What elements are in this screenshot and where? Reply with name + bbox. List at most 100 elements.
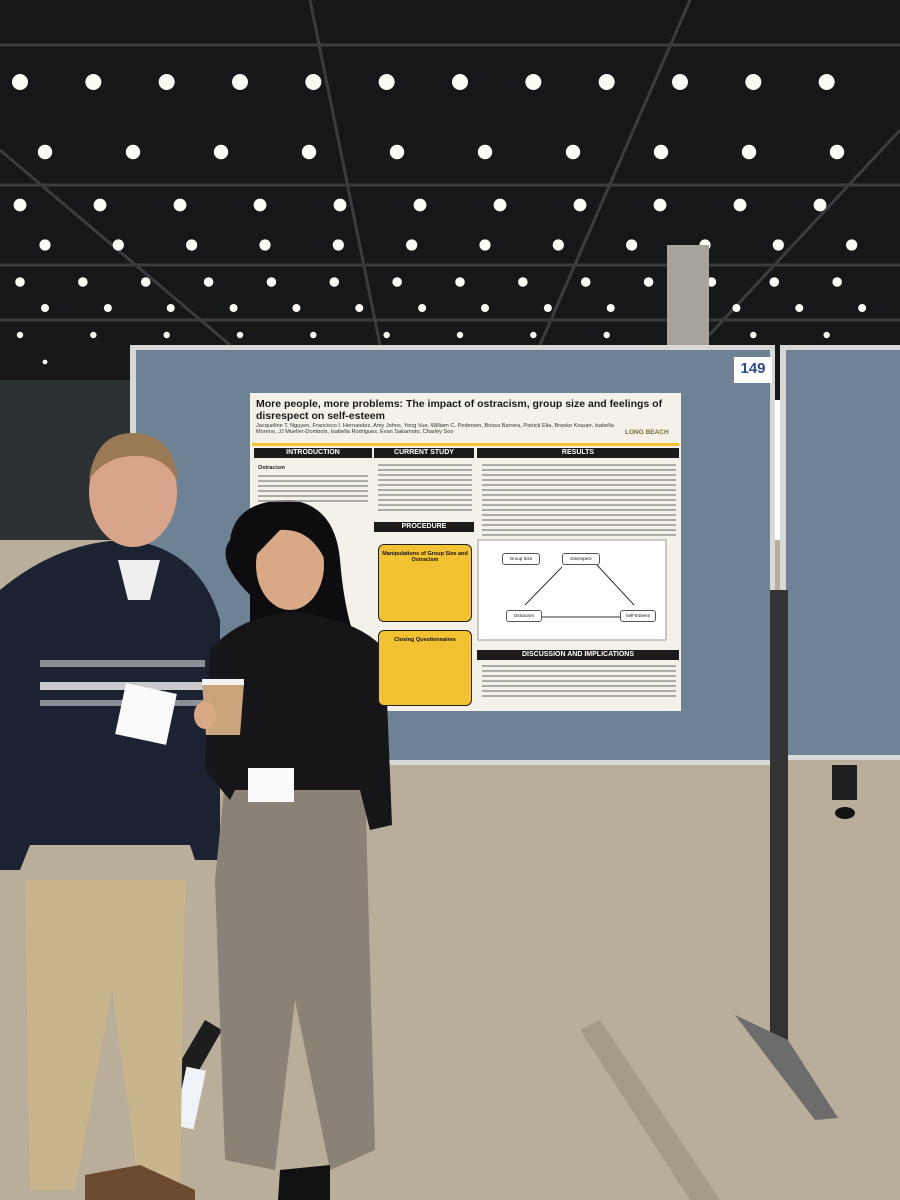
- text-line: [482, 690, 676, 692]
- ceiling-light: [173, 198, 187, 212]
- paper: [173, 1066, 207, 1130]
- text-line: [482, 499, 676, 501]
- ceiling-light: [565, 144, 581, 160]
- text-line: [482, 469, 676, 471]
- ceiling-light: [103, 304, 112, 312]
- poster-authors: Jacqueline T. Nguyen, Francisco I. Herna…: [256, 423, 614, 436]
- ceiling-light: [418, 304, 427, 312]
- intro-text: [258, 475, 368, 505]
- text-line: [482, 534, 676, 536]
- ceiling-light: [389, 144, 405, 160]
- name-badge: [248, 768, 294, 802]
- section-header: PROCEDURE: [374, 522, 474, 532]
- ceiling-light: [329, 277, 340, 287]
- text-line: [482, 519, 676, 521]
- text-line: [378, 479, 472, 481]
- ceiling-light: [733, 198, 747, 212]
- ceiling-light: [12, 74, 28, 90]
- booth-number: 149: [740, 360, 766, 377]
- ceiling-light: [166, 304, 175, 312]
- ceiling-light: [818, 74, 835, 90]
- ceiling-light: [518, 277, 528, 287]
- sweater-stripe: [40, 660, 205, 667]
- ceiling-light: [355, 304, 364, 312]
- ceiling-light: [392, 277, 402, 287]
- floor-stain: [580, 1020, 720, 1200]
- ceiling-light: [13, 198, 27, 212]
- cup-lid: [202, 679, 244, 685]
- number-card: [734, 357, 772, 383]
- text-line: [258, 480, 368, 482]
- text-line: [378, 509, 472, 511]
- name-badge: [115, 683, 177, 745]
- ceiling-light: [829, 144, 845, 160]
- ceiling-light: [125, 144, 141, 160]
- diagram-node: Self-Esteem: [620, 610, 656, 622]
- ceiling-light: [203, 277, 214, 287]
- discussion-text: [482, 665, 676, 700]
- stand-pole: [770, 590, 788, 1050]
- ceiling-light: [769, 277, 780, 287]
- text-line: [482, 464, 676, 466]
- trusses: [0, 0, 900, 347]
- ceiling-light: [525, 74, 542, 90]
- ceiling-light: [772, 239, 784, 251]
- ceiling-light: [493, 198, 507, 212]
- ceiling-light: [90, 331, 97, 339]
- university-logo: LONG BEACH: [625, 429, 669, 436]
- man-shoe: [85, 1165, 195, 1200]
- ceiling-light: [741, 144, 757, 160]
- man-face: [89, 437, 177, 547]
- ceiling-light: [16, 331, 24, 339]
- ceiling-light: [140, 277, 151, 287]
- text-line: [482, 489, 676, 491]
- study-text: [378, 464, 472, 514]
- ceiling-light: [85, 74, 102, 90]
- woman-bangs: [256, 514, 325, 560]
- ceiling-light: [706, 277, 717, 287]
- diagram-arrow: [524, 566, 563, 606]
- ceiling-light: [653, 144, 669, 160]
- ceiling-light: [598, 74, 615, 90]
- ceiling-light: [213, 144, 229, 160]
- ceiling-light: [305, 74, 322, 90]
- ceiling-light: [543, 304, 552, 312]
- ceiling-light: [732, 304, 741, 312]
- ceiling-light: [378, 74, 395, 90]
- ceiling-light: [259, 239, 271, 251]
- ceiling-light: [310, 331, 317, 339]
- diagram-node: Disrespect: [562, 553, 600, 565]
- text-line: [482, 675, 676, 677]
- poster-board: [786, 350, 900, 755]
- ceiling-light: [332, 239, 344, 251]
- text-line: [482, 479, 676, 481]
- ceiling-light: [186, 239, 198, 251]
- ceiling-light: [573, 198, 587, 212]
- section-header: CURRENT STUDY: [374, 448, 474, 458]
- text-line: [378, 469, 472, 471]
- ceiling-light: [846, 239, 858, 251]
- ceiling-light: [93, 198, 107, 212]
- ceiling-light: [236, 331, 244, 339]
- diagram-node: Group Size: [502, 553, 540, 565]
- ceiling-light: [383, 331, 390, 339]
- ceiling-light: [456, 331, 464, 339]
- procedure-box: Manipulations of Group Size and Ostracis…: [378, 544, 472, 622]
- ceiling-light: [813, 198, 827, 212]
- woman-trousers: [215, 780, 375, 1170]
- woman-hand: [194, 701, 216, 729]
- man-trousers: [25, 880, 185, 1190]
- ceiling-light: [745, 74, 762, 90]
- text-line: [258, 495, 368, 497]
- ceiling-light: [552, 239, 564, 251]
- shoe: [835, 807, 855, 819]
- text-line: [482, 685, 676, 687]
- ceiling-light: [42, 359, 48, 365]
- ceiling-light: [832, 277, 842, 287]
- ceiling-light: [15, 277, 25, 287]
- ceiling-light: [530, 331, 537, 339]
- ceiling-light: [606, 304, 615, 312]
